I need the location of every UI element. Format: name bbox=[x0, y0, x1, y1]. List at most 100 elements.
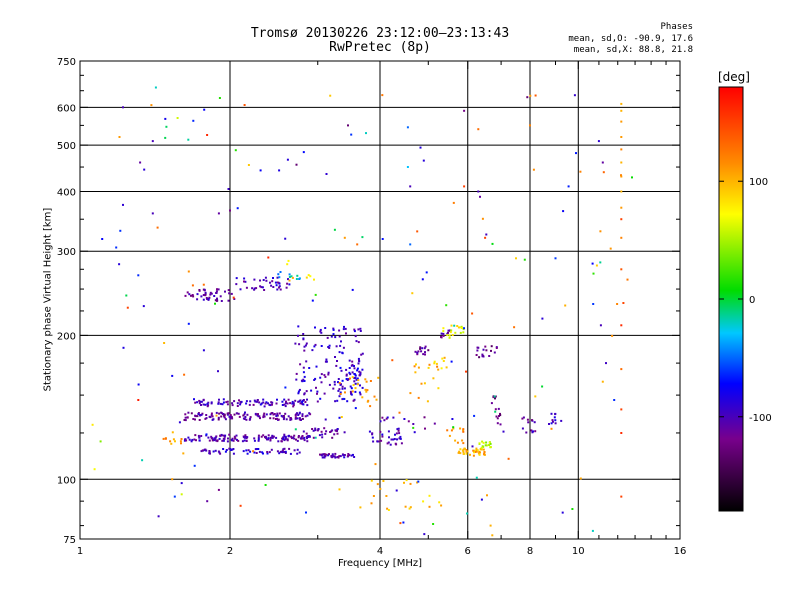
data-point bbox=[611, 334, 614, 337]
data-point bbox=[320, 345, 323, 347]
data-point bbox=[267, 438, 269, 441]
data-point bbox=[473, 449, 476, 452]
data-point bbox=[169, 440, 172, 443]
data-point bbox=[288, 283, 291, 286]
data-point bbox=[231, 437, 234, 440]
data-point bbox=[463, 109, 466, 112]
data-point bbox=[305, 511, 307, 514]
data-point bbox=[347, 453, 350, 455]
data-point bbox=[342, 397, 345, 400]
data-point bbox=[550, 422, 553, 425]
data-point bbox=[354, 407, 357, 410]
data-point bbox=[372, 495, 375, 497]
data-point bbox=[459, 448, 462, 451]
data-point bbox=[180, 442, 182, 445]
data-point bbox=[204, 291, 207, 294]
data-point bbox=[297, 390, 300, 393]
data-point bbox=[295, 378, 298, 381]
data-point bbox=[284, 412, 287, 415]
data-point bbox=[269, 281, 271, 284]
data-point bbox=[476, 349, 479, 352]
data-point bbox=[321, 436, 324, 439]
data-point bbox=[274, 281, 277, 284]
data-point bbox=[394, 433, 396, 436]
data-point bbox=[214, 299, 217, 302]
data-point bbox=[299, 402, 302, 405]
data-point bbox=[91, 423, 94, 426]
data-point bbox=[575, 152, 577, 155]
data-point bbox=[273, 413, 276, 415]
data-point bbox=[270, 412, 273, 415]
data-point bbox=[299, 363, 302, 366]
data-point bbox=[281, 449, 284, 452]
data-points bbox=[91, 86, 633, 537]
data-point bbox=[263, 415, 266, 418]
data-point bbox=[222, 448, 225, 450]
data-point bbox=[390, 438, 393, 441]
data-point bbox=[450, 329, 453, 332]
data-point bbox=[228, 447, 231, 450]
data-point bbox=[243, 436, 246, 438]
data-point bbox=[215, 435, 218, 438]
y-tick-label: 750 bbox=[57, 57, 76, 68]
data-point bbox=[313, 379, 316, 381]
data-point bbox=[249, 450, 252, 453]
data-point bbox=[284, 386, 287, 389]
data-point bbox=[332, 328, 335, 331]
data-point bbox=[231, 404, 234, 407]
data-point bbox=[477, 128, 480, 131]
data-point bbox=[315, 365, 318, 368]
data-point bbox=[440, 335, 442, 338]
data-point bbox=[335, 364, 338, 367]
data-point bbox=[353, 380, 356, 383]
data-point bbox=[351, 376, 354, 379]
data-point bbox=[282, 448, 285, 451]
data-point bbox=[226, 403, 229, 406]
data-point bbox=[176, 117, 179, 119]
data-point bbox=[265, 413, 268, 416]
data-point bbox=[541, 385, 544, 388]
data-point bbox=[298, 412, 301, 415]
data-point bbox=[213, 439, 215, 442]
data-point bbox=[494, 397, 496, 400]
data-point bbox=[233, 298, 236, 300]
data-point bbox=[282, 415, 285, 417]
data-point bbox=[475, 354, 478, 356]
data-point bbox=[316, 390, 319, 393]
data-point bbox=[194, 418, 196, 421]
x-tick-label: 2 bbox=[227, 546, 233, 557]
data-point bbox=[372, 440, 375, 443]
data-point bbox=[188, 438, 191, 441]
data-point bbox=[184, 294, 187, 297]
data-point bbox=[173, 495, 176, 498]
data-point bbox=[340, 383, 342, 386]
stats-o-line: mean, sd,O: -90.9, 17.6 bbox=[568, 34, 693, 44]
data-point bbox=[489, 446, 492, 449]
data-point bbox=[99, 440, 102, 443]
data-point bbox=[319, 453, 321, 456]
data-point bbox=[342, 346, 345, 349]
data-point bbox=[378, 440, 381, 443]
data-point bbox=[222, 434, 225, 437]
data-point bbox=[284, 402, 287, 405]
data-point bbox=[285, 418, 288, 421]
data-point bbox=[264, 276, 267, 279]
data-point bbox=[219, 402, 222, 405]
data-point bbox=[479, 195, 481, 198]
data-point bbox=[262, 452, 264, 455]
data-point bbox=[269, 417, 272, 420]
data-point bbox=[284, 237, 287, 240]
data-point bbox=[462, 429, 465, 432]
data-point bbox=[164, 117, 167, 120]
data-point bbox=[477, 452, 480, 455]
data-point bbox=[351, 371, 354, 374]
data-point bbox=[216, 288, 218, 291]
data-point bbox=[219, 452, 222, 455]
data-point bbox=[616, 303, 619, 305]
data-point bbox=[198, 439, 201, 442]
data-point bbox=[327, 373, 330, 376]
data-point bbox=[296, 412, 298, 415]
data-point bbox=[308, 367, 311, 369]
data-point bbox=[359, 330, 362, 332]
